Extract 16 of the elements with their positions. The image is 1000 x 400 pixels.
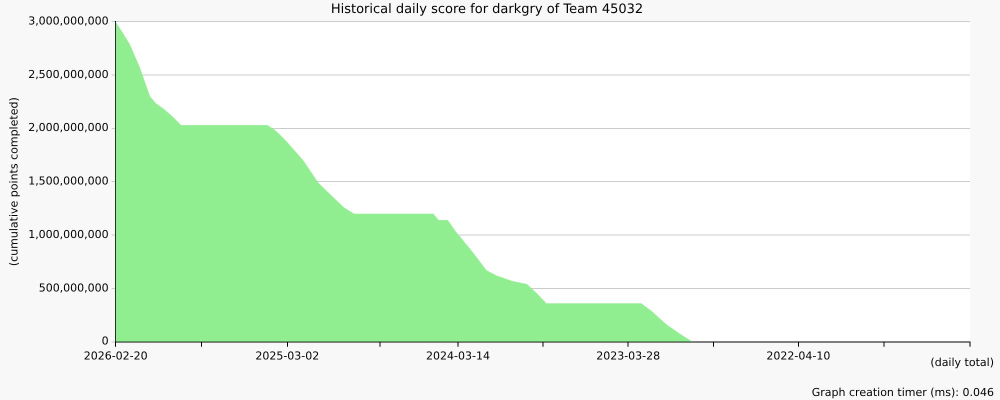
y-tick-label: 2,500,000,000	[28, 68, 109, 81]
text: Graph creation timer (ms): 0.046	[812, 386, 994, 399]
y-tick-label: 3,000,000,000	[28, 14, 109, 28]
chart-title: Historical daily score for darkgry of Team 45032	[330, 2, 644, 18]
x-tick-label: 2022-04-10	[766, 349, 830, 362]
x-tick-label: 2026-02-20	[84, 349, 148, 362]
y-tick-label: 1,000,000,000	[28, 228, 109, 241]
x-axis-title: (daily total)	[930, 356, 994, 369]
x-tick-label: 2024-03-14	[426, 349, 490, 362]
y-tick-label: 2,000,000,000	[28, 121, 109, 134]
y-tick-label: 1,500,000,000	[28, 174, 109, 188]
x-tick-label: 2023-03-28	[596, 349, 660, 362]
y-axis-title: (cumulative points completed)	[7, 97, 20, 266]
y-tick-label: 500,000,000	[38, 281, 109, 294]
y-tick-label: 0	[102, 334, 109, 348]
x-tick-label: 2025-03-02	[255, 349, 320, 362]
